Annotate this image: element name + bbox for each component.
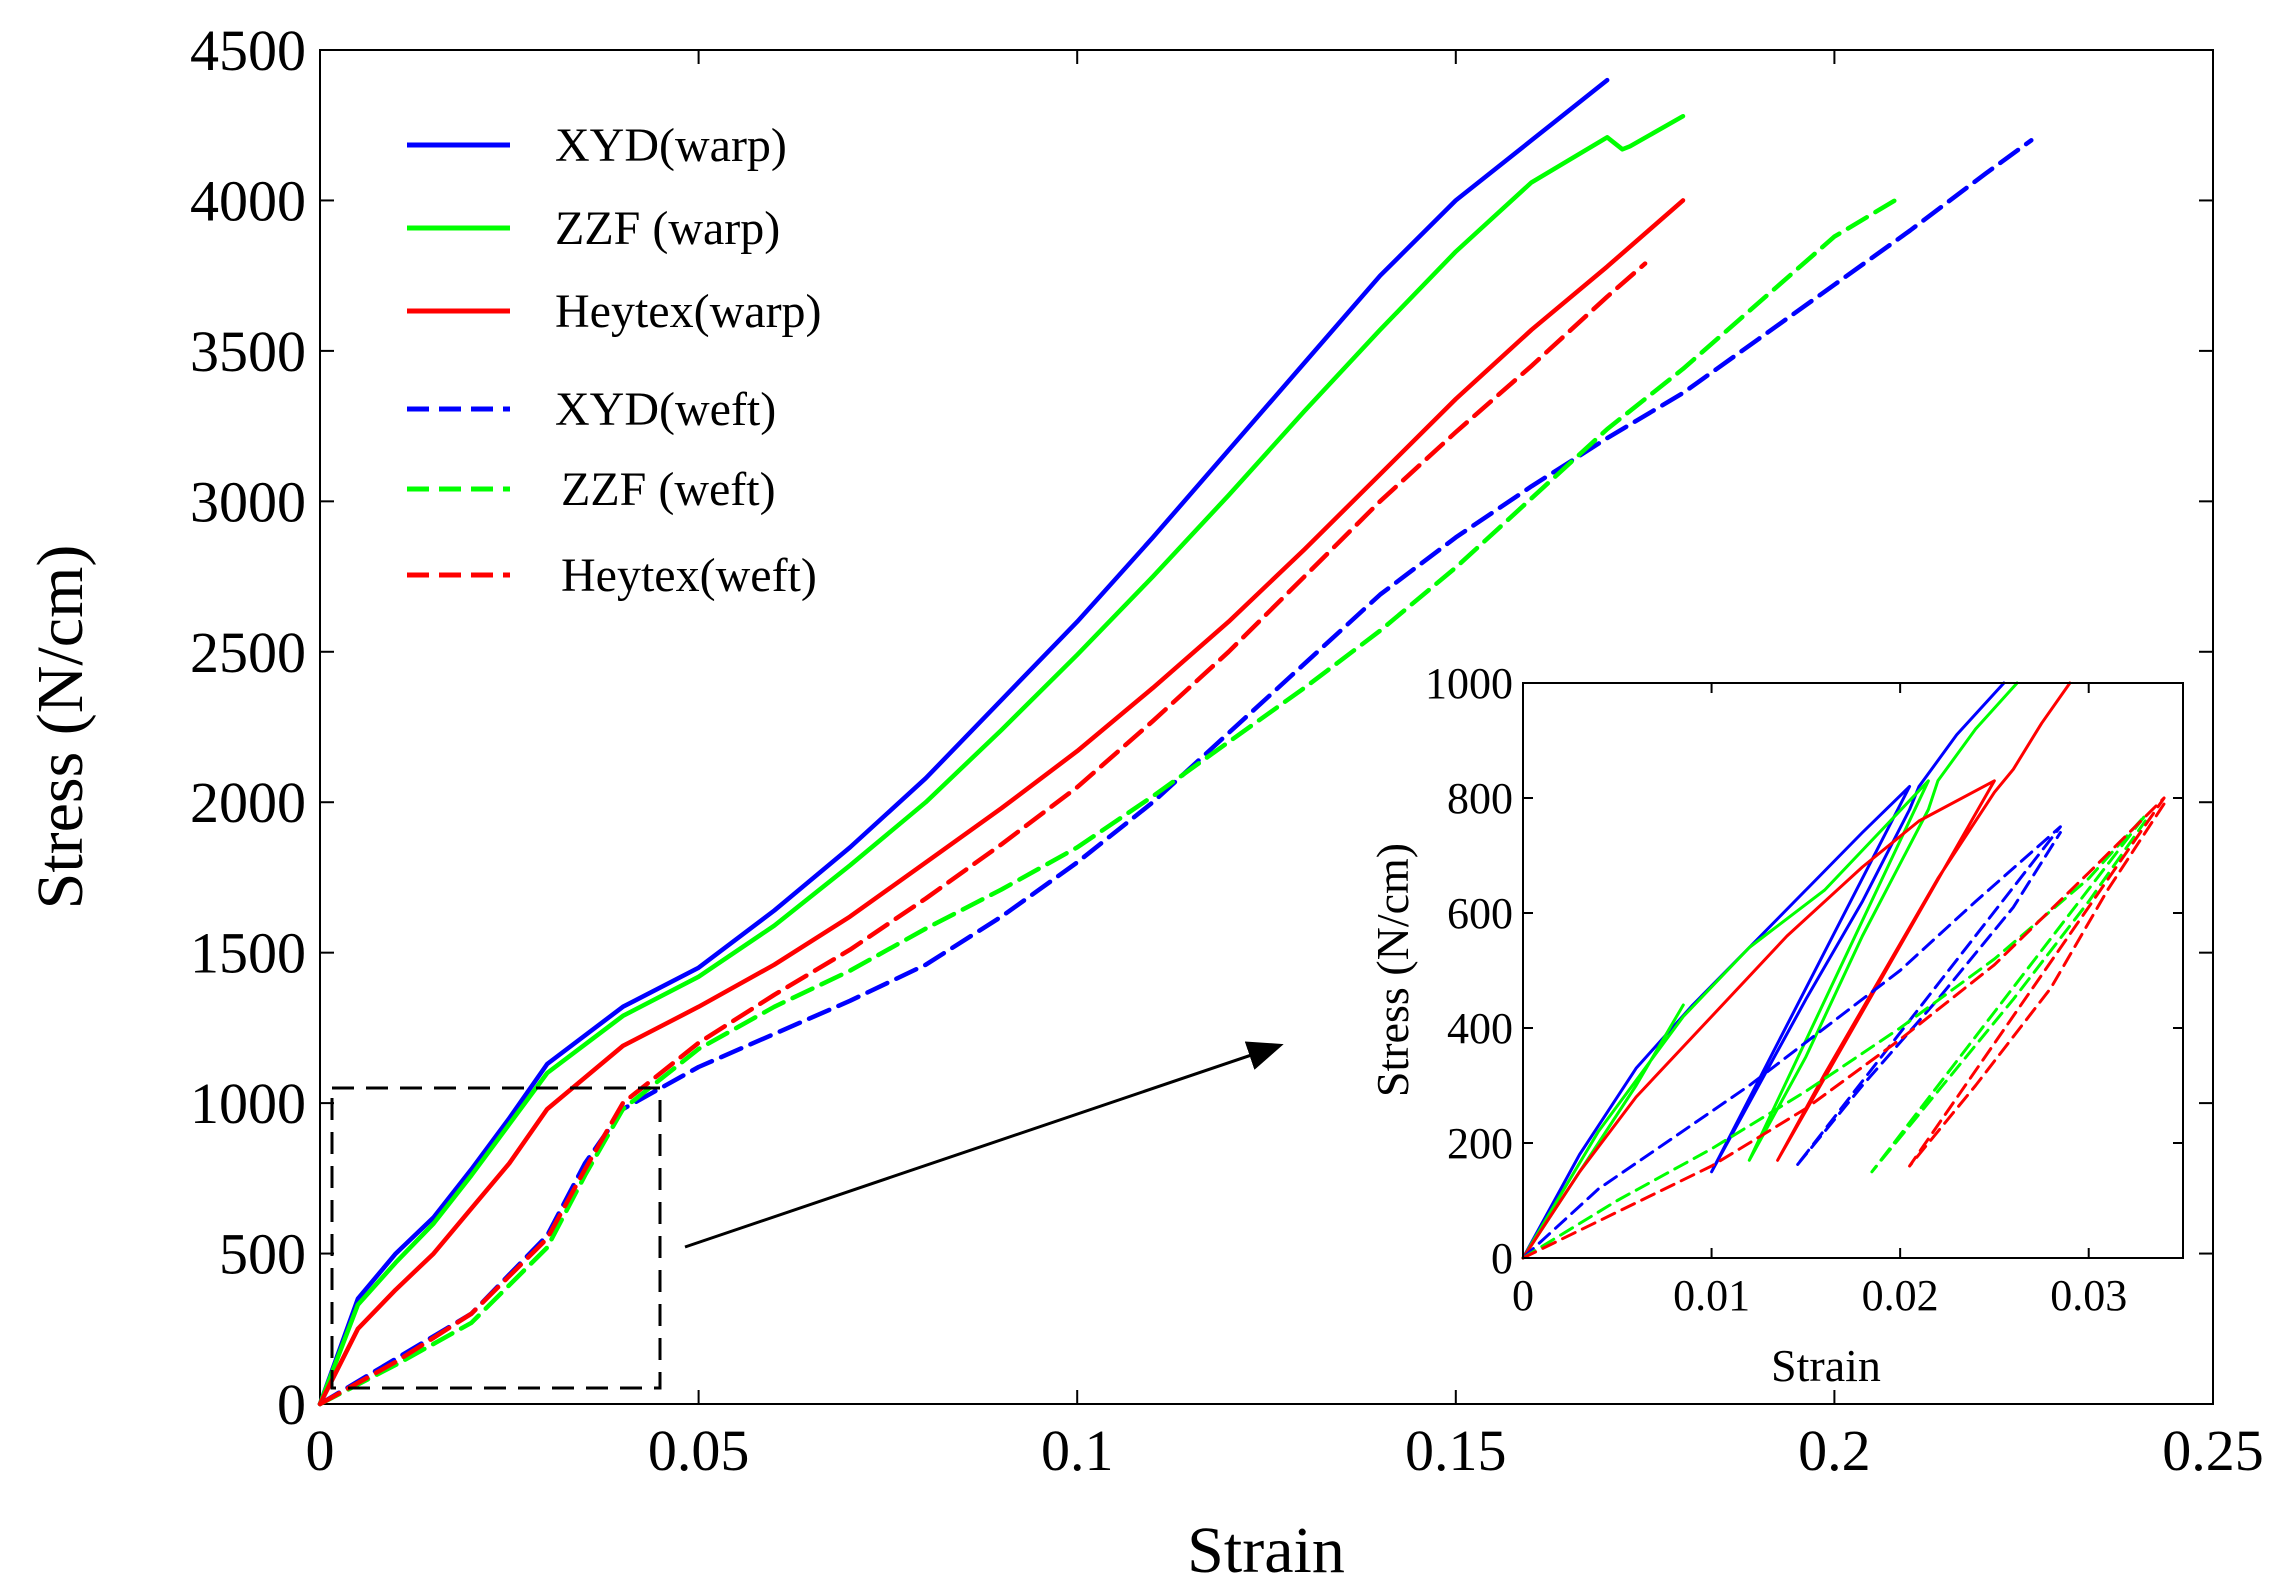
x-tick-label: 0.1 [1041, 1418, 1114, 1483]
x-tick-label: 0.02 [1862, 1271, 1939, 1320]
series-line-3 [317, 138, 2034, 1407]
y-tick-label: 200 [1447, 1119, 1513, 1168]
y-tick-label: 1500 [190, 921, 306, 986]
x-tick-label: 0.05 [648, 1418, 750, 1483]
y-tick-label: 1000 [190, 1071, 306, 1136]
y-tick-label: 3000 [190, 469, 306, 534]
legend-label: ZZF (warp) [555, 202, 780, 255]
inset-x-ticks: 0 0.01 0.02 0.03 [1512, 683, 2127, 1320]
y-tick-label: 3500 [190, 319, 306, 384]
main-series-group [317, 77, 2034, 1407]
inset-x-axis-title: Strain [1771, 1340, 1881, 1391]
series-line-4 [1521, 813, 2147, 1260]
y-tick-label: 800 [1447, 774, 1513, 823]
series-line-1 [1521, 681, 2019, 1260]
series-line-5 [1521, 796, 2166, 1260]
legend-label: ZZF (weft) [561, 463, 776, 516]
legend-label: XYD(warp) [555, 119, 787, 172]
inset-background [1523, 683, 2183, 1258]
series-line-2 [1521, 681, 2072, 1260]
y-tick-label: 600 [1447, 889, 1513, 938]
inset-plot: 0 0.01 0.02 0.03 0 200 400 600 800 1000 Strain S… [1367, 659, 2184, 1391]
legend-item: ZZF (weft) [407, 463, 776, 516]
legend-item: ZZF (warp) [407, 202, 780, 255]
inset-y-axis-title: Stress (N/cm) [1367, 843, 1418, 1097]
y-tick-label: 0 [277, 1372, 306, 1437]
legend-item: XYD(warp) [407, 119, 787, 172]
series-line-2 [317, 198, 1686, 1407]
y-tick-label: 1000 [1425, 659, 1513, 708]
x-tick-label: 0 [306, 1418, 335, 1483]
inset-series-group [1521, 681, 2166, 1260]
y-tick-label: 500 [219, 1222, 306, 1287]
x-tick-label: 0.2 [1798, 1418, 1871, 1483]
series-line-1 [317, 113, 1686, 1407]
x-tick-label: 0.15 [1405, 1418, 1507, 1483]
main-y-axis-title: Stress (N/cm) [24, 545, 97, 910]
legend-label: Heytex(warp) [555, 285, 822, 338]
legend: XYD(warp) ZZF (warp) Heytex(warp) XYD(weft)… [407, 119, 822, 602]
x-tick-label: 0.25 [2162, 1418, 2264, 1483]
series-line-5 [317, 261, 1648, 1407]
zoom-region-box [330, 1086, 662, 1390]
main-plot: 0 0.05 0.1 0.15 0.2 0.25 05001000150020002500… [24, 18, 2264, 1587]
legend-item: Heytex(warp) [407, 285, 822, 338]
y-tick-label: 2500 [190, 620, 306, 685]
main-x-axis-title: Strain [1187, 1514, 1345, 1587]
x-tick-label: 0.01 [1673, 1271, 1750, 1320]
y-tick-label: 400 [1447, 1004, 1513, 1053]
legend-item: Heytex(weft) [407, 549, 817, 602]
legend-item: XYD(weft) [407, 383, 776, 436]
legend-label: XYD(weft) [555, 383, 776, 436]
inset-y-ticks: 0 200 400 600 800 1000 [1425, 659, 2183, 1283]
main-plot-frame [319, 49, 2214, 1405]
main-x-ticks: 0 0.05 0.1 0.15 0.2 0.25 [306, 50, 2264, 1483]
y-tick-label: 0 [1491, 1234, 1513, 1283]
series-line-4 [317, 198, 1898, 1407]
x-tick-label: 0.03 [2050, 1271, 2127, 1320]
x-tick-label: 0 [1512, 1271, 1534, 1320]
y-tick-label: 2000 [190, 770, 306, 835]
series-line-3 [1521, 825, 2062, 1260]
series-line-0 [317, 77, 1610, 1407]
y-tick-label: 4500 [190, 18, 306, 83]
legend-label: Heytex(weft) [561, 549, 817, 602]
inset-plot-frame [1522, 682, 2184, 1259]
y-tick-label: 4000 [190, 168, 306, 233]
zoom-arrow [684, 1041, 1284, 1249]
